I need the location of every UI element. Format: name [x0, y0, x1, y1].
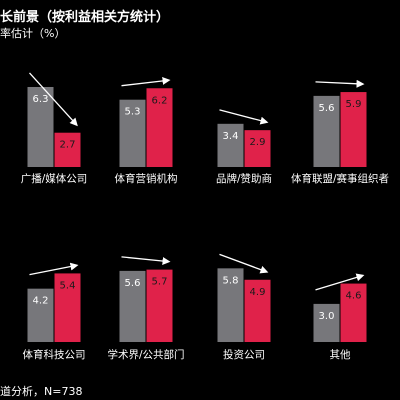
trend-arrow [29, 262, 79, 276]
trend-arrow [29, 72, 78, 127]
chart-title: 长前景（按利益相关方统计） [0, 10, 170, 25]
category-label: 体育联盟/赛事组织者 [291, 172, 389, 185]
data-label-before: 5.6 [125, 278, 141, 289]
bar-after [244, 279, 271, 342]
bar-before [27, 86, 54, 167]
bar-before [27, 288, 54, 342]
bar-before [119, 99, 146, 167]
category-label: 广播/媒体公司 [21, 172, 88, 185]
trend-arrow [219, 109, 269, 125]
data-label-after: 4.9 [250, 287, 266, 298]
data-label-before: 4.2 [33, 296, 49, 307]
data-label-after: 2.7 [60, 140, 76, 151]
bar-group: 4.2 5.4 体育科技公司 [23, 262, 86, 361]
bar-after [146, 88, 173, 167]
data-label-before: 3.4 [223, 131, 239, 142]
category-label: 投资公司 [223, 348, 265, 361]
bar-before [217, 123, 244, 167]
bar-after [340, 283, 367, 342]
category-label: 体育营销机构 [115, 172, 178, 185]
bar-after [244, 130, 271, 167]
category-label: 品牌/赞助商 [216, 172, 272, 185]
category-label: 学术界/公共部门 [107, 348, 184, 361]
bar-after [54, 132, 81, 167]
source-note: 道分析，N=738 [0, 385, 83, 398]
bar-after [146, 269, 173, 342]
bar-before [313, 303, 340, 342]
trend-arrow [121, 256, 171, 265]
data-label-before: 3.0 [319, 311, 335, 322]
data-label-before: 6.3 [33, 94, 49, 105]
bar-group: 5.6 5.9 体育联盟/赛事组织者 [291, 79, 389, 185]
chart-subtitle: 率估计（%） [0, 27, 66, 40]
data-label-after: 4.6 [346, 291, 362, 302]
bar-group: 3.0 4.6 其他 [313, 273, 367, 361]
bar-group: 5.6 5.7 学术界/公共部门 [107, 256, 185, 361]
data-label-after: 5.7 [152, 277, 168, 288]
bar-group: 3.4 2.9 品牌/赞助商 [216, 109, 272, 185]
data-label-before: 5.8 [223, 275, 239, 286]
bar-after [54, 273, 81, 342]
trend-arrow [315, 79, 365, 88]
data-label-before: 5.3 [125, 107, 141, 118]
bar-group: 6.3 2.7 广播/媒体公司 [21, 72, 88, 185]
trend-arrow [121, 76, 171, 87]
data-label-after: 6.2 [152, 95, 168, 106]
trend-arrow [315, 273, 365, 291]
data-label-after: 5.9 [346, 99, 362, 110]
category-label: 其他 [330, 348, 351, 361]
bar-after [340, 92, 367, 167]
bar-before [217, 268, 244, 342]
bar-before [119, 270, 146, 342]
bar-group: 5.8 4.9 投资公司 [217, 253, 271, 361]
trend-arrow [219, 253, 269, 274]
bar-group: 5.3 6.2 体育营销机构 [115, 76, 178, 185]
bar-before [313, 95, 340, 167]
data-label-after: 5.4 [60, 280, 76, 291]
data-label-before: 5.6 [319, 103, 335, 114]
category-label: 体育科技公司 [23, 348, 86, 361]
data-label-after: 2.9 [250, 137, 266, 148]
